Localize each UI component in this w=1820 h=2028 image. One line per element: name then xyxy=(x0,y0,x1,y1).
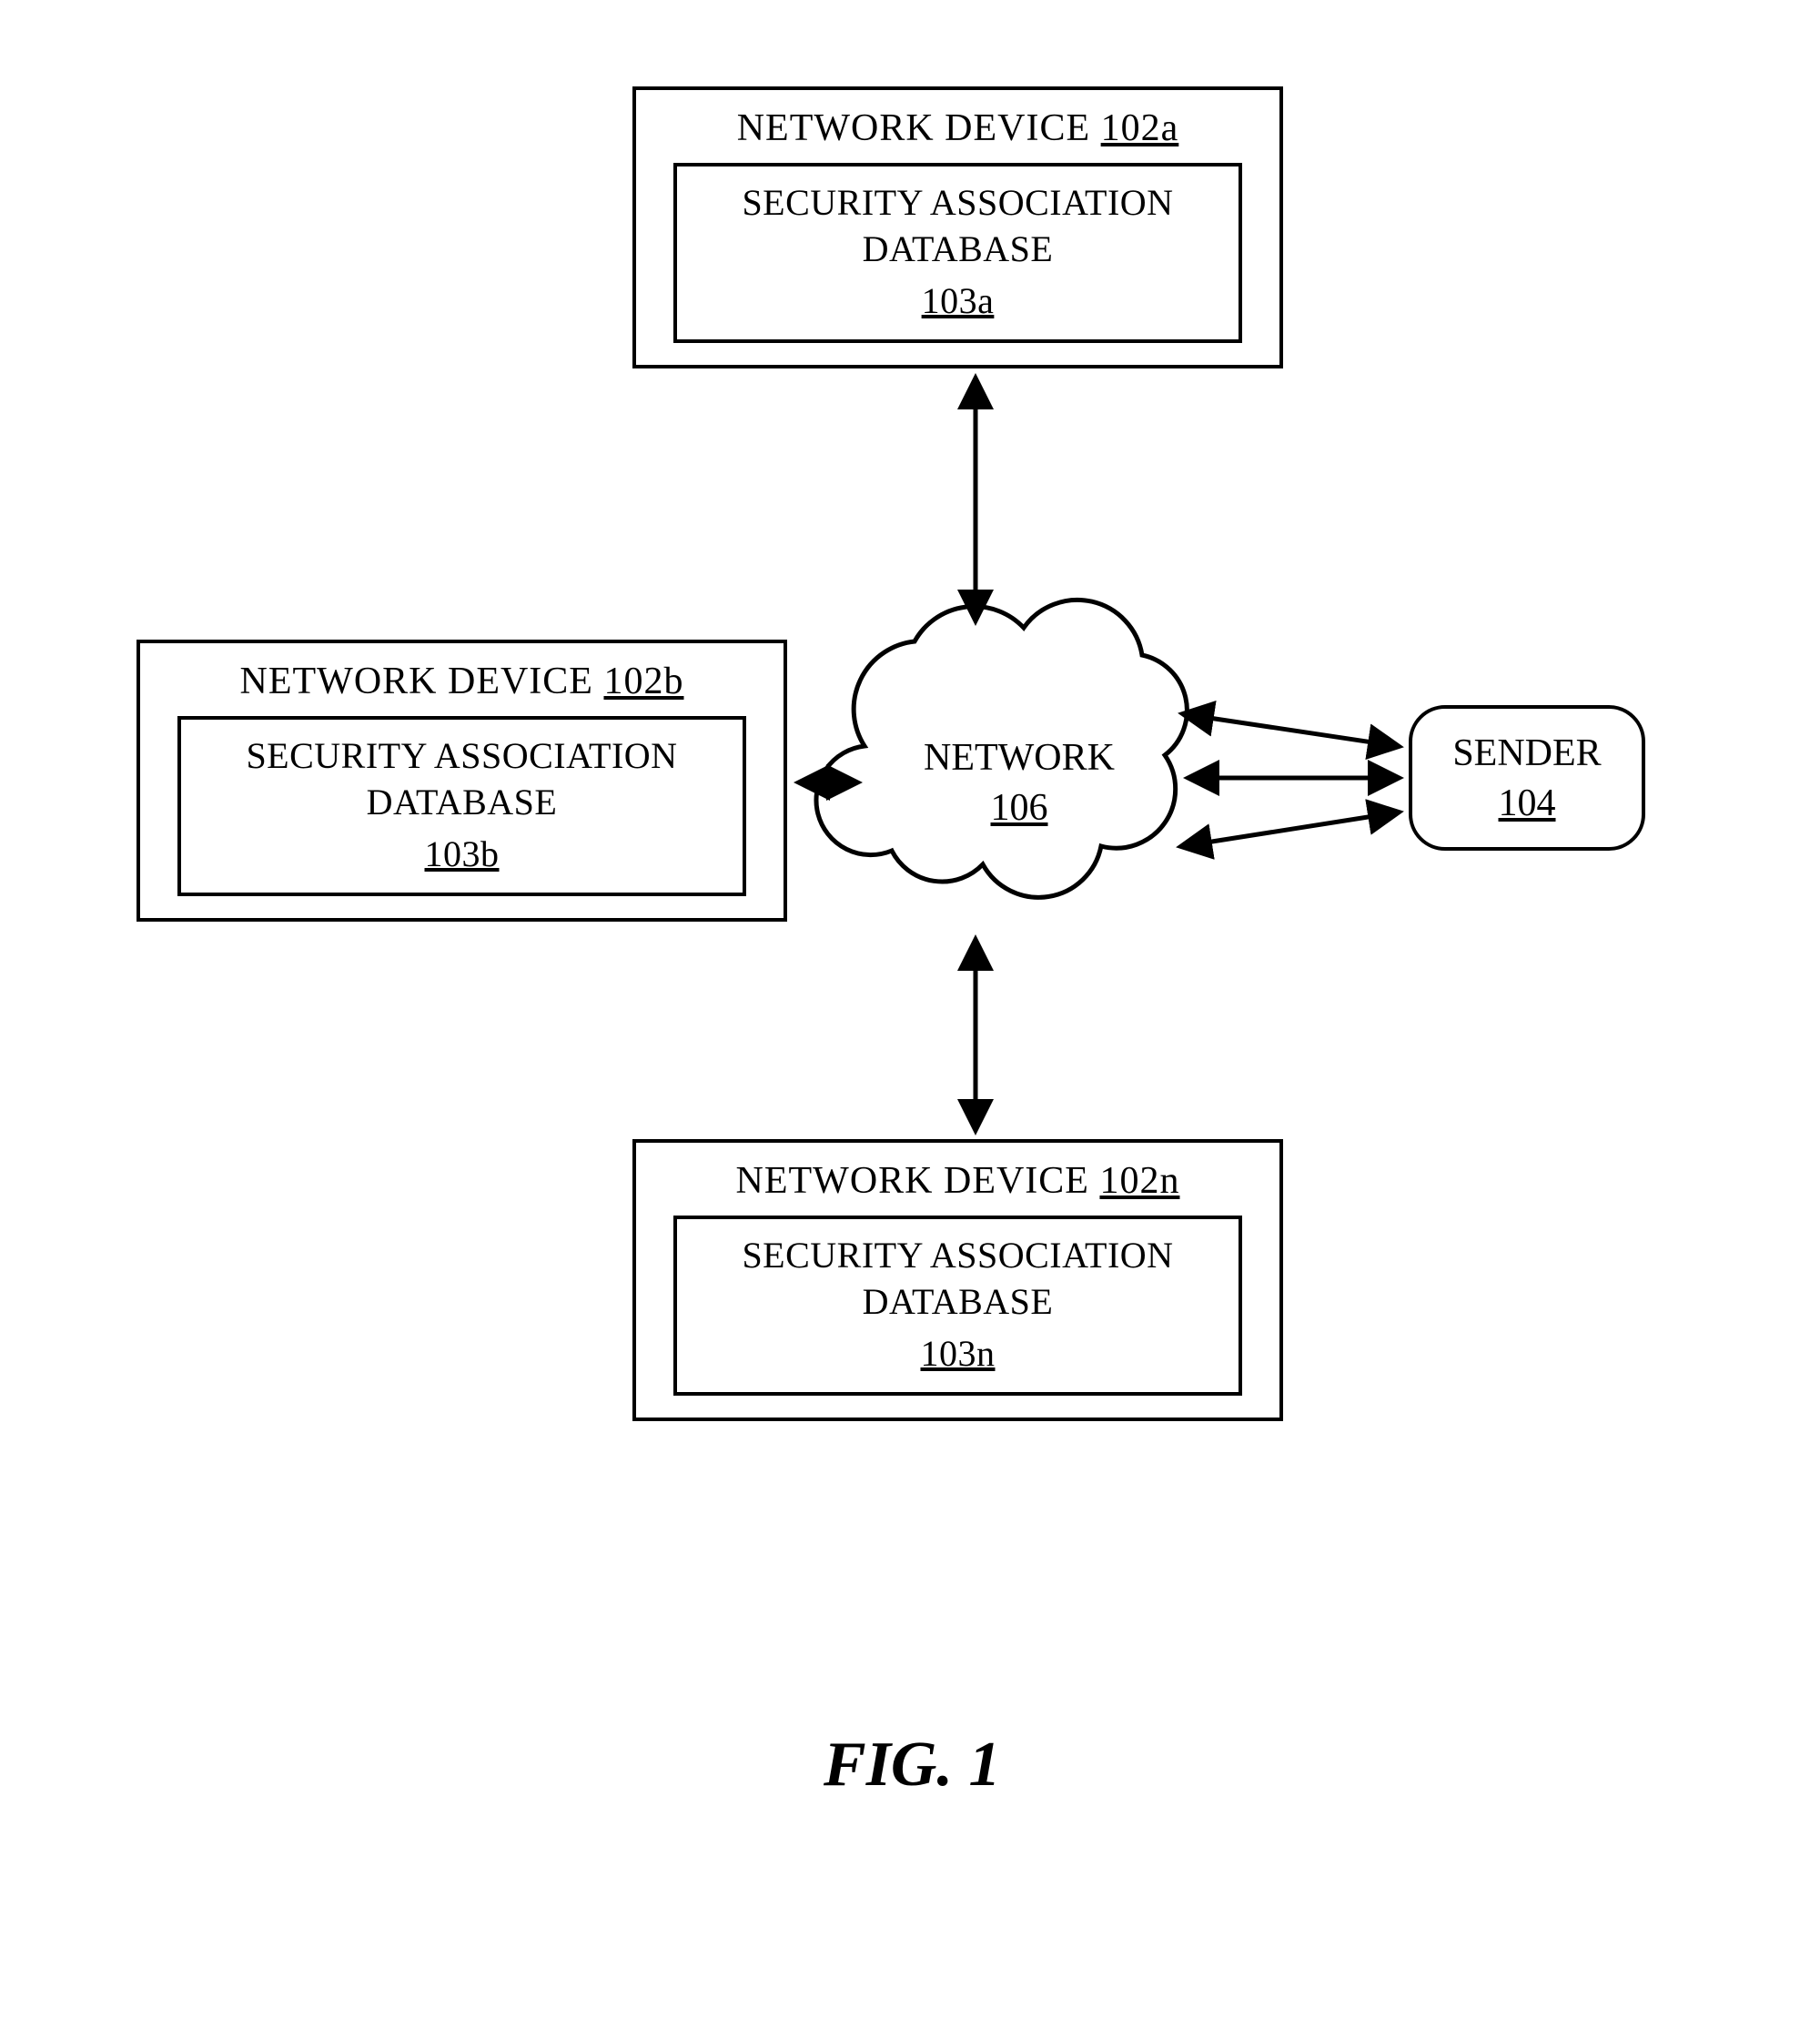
sad-103b-l1: SECURITY ASSOCIATION xyxy=(246,735,677,776)
device-102n-title: NETWORK DEVICE 102n xyxy=(636,1159,1279,1203)
sad-103n-l1: SECURITY ASSOCIATION xyxy=(742,1235,1173,1276)
sad-103b: SECURITY ASSOCIATION DATABASE 103b xyxy=(177,716,746,896)
sad-103n-l2: DATABASE xyxy=(863,1281,1054,1322)
arrow-network-sender-3 xyxy=(1183,812,1397,846)
figure-label: FIG. 1 xyxy=(824,1729,1000,1801)
network-device-102b: NETWORK DEVICE 102b SECURITY ASSOCIATION… xyxy=(136,640,787,922)
device-102b-ref: 102b xyxy=(603,661,683,702)
sad-103a-l1: SECURITY ASSOCIATION xyxy=(742,182,1173,223)
diagram-canvas: NETWORK 106 NETWORK DEVICE 102a SECURITY… xyxy=(0,0,1820,2028)
device-102b-title: NETWORK DEVICE 102b xyxy=(140,660,784,703)
network-device-102a: NETWORK DEVICE 102a SECURITY ASSOCIATION… xyxy=(632,86,1283,368)
network-text: NETWORK xyxy=(924,737,1115,779)
sad-103a-l2: DATABASE xyxy=(863,228,1054,269)
network-ref: 106 xyxy=(991,787,1048,829)
sad-103n-ref: 103n xyxy=(921,1330,996,1377)
sender-ref: 104 xyxy=(1499,782,1556,824)
figure-label-text: FIG. 1 xyxy=(824,1730,1000,1800)
device-102a-title: NETWORK DEVICE 102a xyxy=(636,106,1279,150)
sender-label: SENDER xyxy=(1452,732,1601,774)
sad-103n-title: SECURITY ASSOCIATION DATABASE 103n xyxy=(686,1232,1229,1377)
sad-103a: SECURITY ASSOCIATION DATABASE 103a xyxy=(673,163,1242,343)
device-102n-title-prefix: NETWORK DEVICE xyxy=(736,1160,1100,1202)
network-label: NETWORK 106 xyxy=(905,733,1133,832)
sad-103a-ref: 103a xyxy=(922,277,995,324)
arrow-network-sender-1 xyxy=(1185,714,1397,746)
sender-box: SENDER 104 xyxy=(1409,705,1645,851)
network-device-102n: NETWORK DEVICE 102n SECURITY ASSOCIATION… xyxy=(632,1139,1283,1421)
sad-103n: SECURITY ASSOCIATION DATABASE 103n xyxy=(673,1216,1242,1396)
device-102n-ref: 102n xyxy=(1099,1160,1179,1202)
device-102b-title-prefix: NETWORK DEVICE xyxy=(240,661,604,702)
sad-103b-title: SECURITY ASSOCIATION DATABASE 103b xyxy=(190,732,733,878)
device-102a-title-prefix: NETWORK DEVICE xyxy=(737,107,1101,149)
device-102a-ref: 102a xyxy=(1101,107,1179,149)
sad-103b-ref: 103b xyxy=(425,831,500,877)
sad-103a-title: SECURITY ASSOCIATION DATABASE 103a xyxy=(686,179,1229,325)
sad-103b-l2: DATABASE xyxy=(367,782,558,822)
